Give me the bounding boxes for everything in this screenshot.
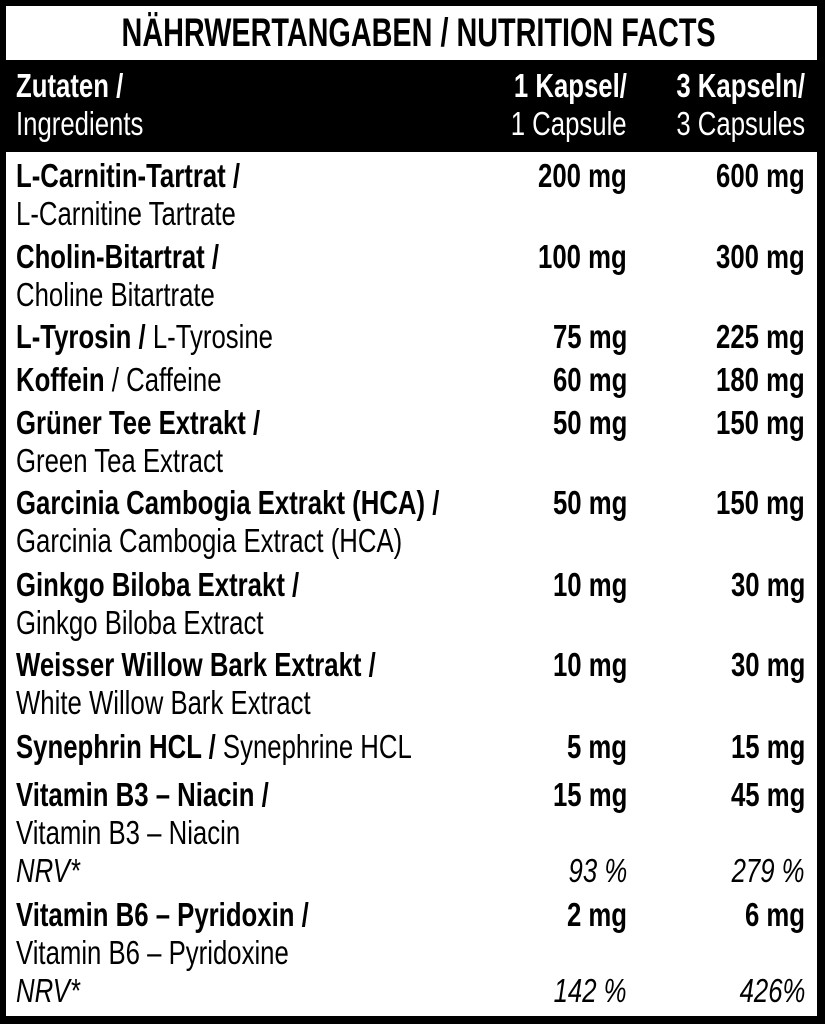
- amount-per-3-capsules: 45 mg: [730, 776, 805, 813]
- ingredient-name-en: Garcinia Cambogia Extract (HCA): [16, 522, 403, 559]
- amount-per-3-capsules: 15 mg: [730, 728, 805, 765]
- table-row-translation: White Willow Bark Extract: [6, 683, 817, 723]
- title-bar: NÄHRWERTANGABEN / NUTRITION FACTS: [6, 6, 817, 60]
- table-row: L-Tyrosin / L-Tyrosine 75 mg 225 mg: [6, 317, 817, 357]
- table-row-translation: Garcinia Cambogia Extract (HCA): [6, 521, 817, 561]
- table-row: Vitamin B6 – Pyridoxin / 2 mg 6 mg: [6, 895, 817, 935]
- ingredient-name-de: L-Tyrosin /: [16, 318, 146, 355]
- ingredient-name-de: L-Carnitin-Tartrat /: [16, 157, 241, 194]
- ingredient-name-de: Garcinia Cambogia Extrakt (HCA) /: [16, 484, 440, 521]
- amount-per-1-capsule: 60 mg: [552, 361, 627, 398]
- ingredient-name-en: Choline Bitartrate: [16, 276, 215, 313]
- table-row-translation: L-Carnitine Tartrate: [6, 194, 817, 234]
- ingredient-name-en: L-Carnitine Tartrate: [16, 195, 236, 232]
- header-per-1-de: 1 Kapsel/: [513, 67, 627, 104]
- page-title: NÄHRWERTANGABEN / NUTRITION FACTS: [121, 11, 716, 55]
- ingredient-name-de: Weisser Willow Bark Extrakt /: [16, 646, 376, 683]
- amount-per-1-capsule: 50 mg: [552, 484, 627, 521]
- amount-per-3-capsules: 30 mg: [730, 566, 805, 603]
- amount-per-3-capsules: 180 mg: [716, 361, 805, 398]
- table-row: Grüner Tee Extrakt / 50 mg 150 mg: [6, 403, 817, 443]
- ingredient-name-en: Synephrine HCL: [222, 728, 412, 765]
- table-row: Synephrin HCL / Synephrine HCL 5 mg 15 mg: [6, 727, 817, 767]
- ingredients-table: L-Carnitin-Tartrat /200 mg 600 mg L-Carnit…: [6, 152, 817, 1016]
- nrv-label: NRV*: [16, 972, 80, 1009]
- table-row-translation: Ginkgo Biloba Extract: [6, 603, 817, 643]
- table-row: Garcinia Cambogia Extrakt (HCA) / 50 mg 15…: [6, 483, 817, 523]
- amount-per-3-capsules: 150 mg: [716, 484, 805, 521]
- ingredient-name-de: Koffein: [16, 361, 105, 398]
- nrv-label: NRV*: [16, 852, 80, 889]
- amount-per-1-capsule: 200 mg: [538, 157, 627, 194]
- nrv-row: NRV* 142 % 426%: [6, 971, 817, 1011]
- nrv-row: NRV* 93 % 279 %: [6, 851, 817, 891]
- table-row: Ginkgo Biloba Extrakt / 10 mg 30 mg: [6, 565, 817, 605]
- table-row: Vitamin B3 – Niacin / 15 mg 45 mg: [6, 775, 817, 815]
- ingredient-name-de: Cholin-Bitartrat /: [16, 238, 220, 275]
- ingredient-name-en: White Willow Bark Extract: [16, 684, 311, 721]
- header-per-3-de: 3 Kapseln/: [676, 67, 805, 104]
- ingredient-name-de: Vitamin B6 – Pyridoxin /: [16, 896, 309, 933]
- table-row-translation: Choline Bitartrate: [6, 275, 817, 315]
- amount-per-1-capsule: 100 mg: [538, 238, 627, 275]
- header-per-1-en: 1 Capsule: [511, 105, 627, 142]
- amount-per-3-capsules: 225 mg: [716, 318, 805, 355]
- table-row: Cholin-Bitartrat / 100 mg 300 mg: [6, 237, 817, 277]
- amount-per-3-capsules: 30 mg: [730, 646, 805, 683]
- amount-per-1-capsule: 75 mg: [552, 318, 627, 355]
- ingredient-name-de: Synephrin HCL /: [16, 728, 216, 765]
- amount-per-1-capsule: 10 mg: [552, 566, 627, 603]
- ingredient-name-en: Vitamin B6 – Pyridoxine: [16, 934, 289, 971]
- amount-per-1-capsule: 2 mg: [566, 896, 627, 933]
- amount-per-1-capsule: 15 mg: [552, 776, 627, 813]
- ingredient-name-en: Green Tea Extract: [16, 442, 223, 479]
- amount-per-1-capsule: 50 mg: [552, 404, 627, 441]
- table-row: L-Carnitin-Tartrat / 200 mg 600 mg: [6, 156, 817, 196]
- amount-per-1-capsule: 5 mg: [566, 728, 627, 765]
- amount-per-3-capsules: 600 mg: [716, 157, 805, 194]
- ingredient-name-de: Vitamin B3 – Niacin /: [16, 776, 269, 813]
- nrv-per-1-capsule: 142 %: [554, 972, 627, 1009]
- header-line-en: Ingredients 1 Capsule 3 Capsules: [6, 104, 817, 144]
- amount-per-1-capsule: 10 mg: [552, 646, 627, 683]
- amount-per-3-capsules: 300 mg: [716, 238, 805, 275]
- amount-per-3-capsules: 150 mg: [716, 404, 805, 441]
- table-row-translation: Vitamin B6 – Pyridoxine: [6, 933, 817, 973]
- nrv-per-1-capsule: 93 %: [568, 852, 627, 889]
- table-row: Koffein / Caffeine 60 mg 180 mg: [6, 360, 817, 400]
- amount-per-3-capsules: 6 mg: [744, 896, 805, 933]
- ingredient-name-en: L-Tyrosine: [152, 318, 273, 355]
- table-row-translation: Vitamin B3 – Niacin: [6, 813, 817, 853]
- table-row: Weisser Willow Bark Extrakt / 10 mg 30 mg: [6, 645, 817, 685]
- ingredient-name-de: Ginkgo Biloba Extrakt /: [16, 566, 300, 603]
- ingredient-name-en: Ginkgo Biloba Extract: [16, 604, 264, 641]
- nrv-per-3-capsules: 426%: [739, 972, 805, 1009]
- header-per-3-en: 3 Capsules: [676, 105, 805, 142]
- nrv-per-3-capsules: 279 %: [732, 852, 805, 889]
- header-ingredients-en: Ingredients: [16, 105, 144, 142]
- header-ingredients-de: Zutaten /: [16, 67, 124, 104]
- header-line-de: Zutaten / 1 Kapsel/ 3 Kapseln/: [6, 66, 817, 106]
- table-row-translation: Green Tea Extract: [6, 441, 817, 481]
- table-header: Zutaten / 1 Kapsel/ 3 Kapseln/ Ingredien…: [6, 62, 817, 150]
- ingredient-name-en: / Caffeine: [111, 361, 222, 398]
- ingredient-name-en: Vitamin B3 – Niacin: [16, 814, 241, 851]
- ingredient-name-de: Grüner Tee Extrakt /: [16, 404, 261, 441]
